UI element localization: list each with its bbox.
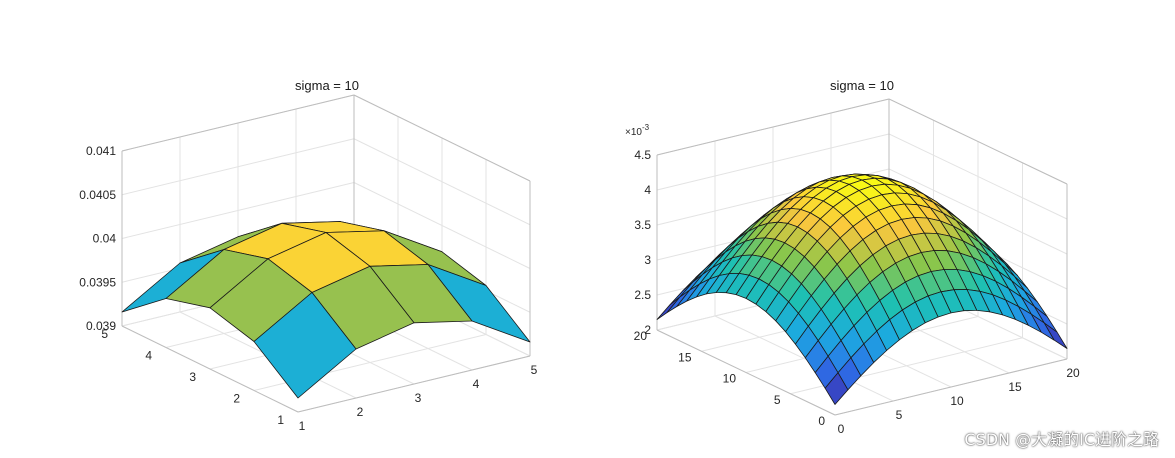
surface-mesh <box>656 173 1068 405</box>
grid-line <box>888 168 1068 255</box>
z-tick-label: 2.5 <box>634 288 651 302</box>
y-tick-label: 4 <box>145 349 152 363</box>
grid-line <box>121 138 355 196</box>
x-tick-label: 10 <box>950 394 964 408</box>
axis-line <box>121 325 299 413</box>
x-tick-label: 0 <box>838 422 845 436</box>
grid-line <box>353 182 531 269</box>
axis-line <box>297 355 531 413</box>
axis-line <box>121 94 355 152</box>
grid-line <box>121 182 355 239</box>
surface-mesh <box>121 221 531 399</box>
z-tick-label: 2 <box>644 323 651 337</box>
x-tick-label: 2 <box>357 405 364 419</box>
z-tick-label: 0.0395 <box>79 275 116 289</box>
chart-title: sigma = 10 <box>295 78 359 93</box>
y-tick-label: 0 <box>818 414 825 428</box>
z-tick-label: 3 <box>644 253 651 267</box>
y-tick-label: 15 <box>678 350 692 364</box>
axis-line <box>656 329 836 416</box>
z-tick-label: 0.039 <box>86 319 116 333</box>
z-tick-label: 0.041 <box>86 144 116 158</box>
y-tick-label: 1 <box>277 413 284 427</box>
y-tick-label: 2 <box>233 392 240 406</box>
x-tick-label: 20 <box>1066 366 1080 380</box>
z-tick-label: 4.5 <box>634 148 651 162</box>
axis-line <box>888 98 1068 185</box>
axis-line <box>353 94 531 182</box>
watermark-text: CSDN @大凝的IC进阶之路 <box>964 430 1159 449</box>
z-exponent-label: ×10-3 <box>625 123 650 138</box>
surface-patch <box>253 292 357 399</box>
x-tick-label: 3 <box>415 391 422 405</box>
x-tick-label: 15 <box>1008 380 1022 394</box>
grid-line <box>888 133 1068 220</box>
chart-title: sigma = 10 <box>830 78 894 93</box>
z-tick-label: 0.0405 <box>79 188 116 202</box>
x-tick-label: 1 <box>299 419 306 433</box>
y-tick-label: 20 <box>634 329 648 343</box>
z-tick-label: 0.04 <box>93 232 117 246</box>
x-tick-label: 5 <box>896 408 903 422</box>
surface-patch <box>656 296 681 320</box>
y-tick-label: 5 <box>101 327 108 341</box>
grid-line <box>353 138 531 226</box>
surface-patch <box>824 372 849 405</box>
x-tick-label: 4 <box>473 377 480 391</box>
x-tick-label: 5 <box>531 363 538 377</box>
y-tick-label: 10 <box>723 372 737 386</box>
axis-line <box>656 98 890 156</box>
axis-line <box>834 358 1068 416</box>
y-tick-label: 5 <box>774 393 781 407</box>
z-tick-label: 3.5 <box>634 218 651 232</box>
y-tick-label: 3 <box>189 370 196 384</box>
z-tick-label: 4 <box>644 183 651 197</box>
grid-line <box>656 133 890 191</box>
